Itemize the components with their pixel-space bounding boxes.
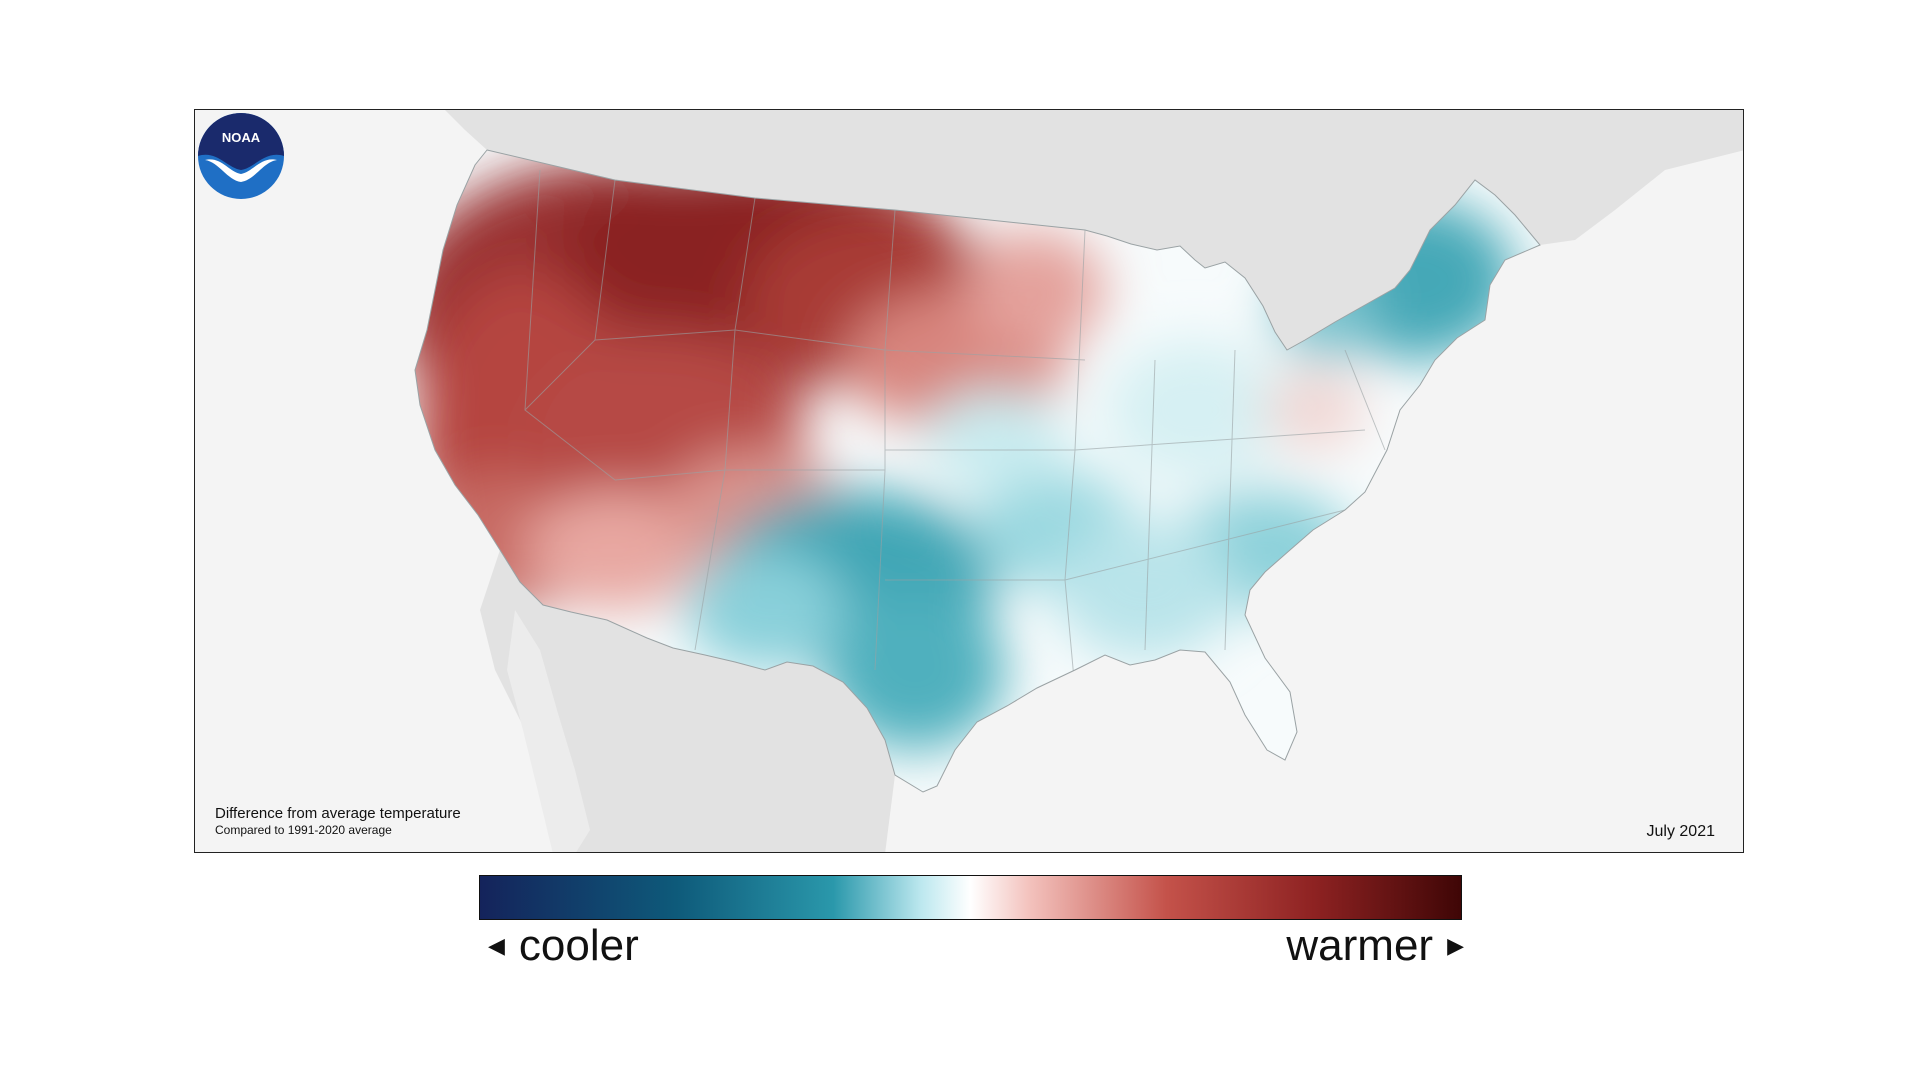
map-date: July 2021 (1646, 823, 1716, 840)
left-arrow-icon: ◀ (488, 933, 505, 958)
temperature-colorbar (479, 875, 1462, 920)
noaa-logo-text: NOAA (222, 130, 261, 145)
warmer-label: warmer (1286, 921, 1434, 970)
legend-warmer: warmer ▶ (1286, 918, 1464, 974)
caption-title: Difference from average temperature (215, 805, 461, 822)
noaa-logo: NOAA (198, 113, 284, 199)
canada-landmass (445, 110, 1743, 350)
state-boundaries (524, 169, 1386, 691)
caption-subtitle: Compared to 1991-2020 average (215, 823, 392, 837)
right-arrow-icon: ▶ (1447, 933, 1464, 958)
legend-cooler: ◀ cooler (488, 918, 639, 974)
baja-peninsula (507, 610, 590, 852)
mexico-landmass (480, 550, 895, 852)
map-canvas (414, 110, 1743, 852)
map-caption: Difference from average temperature Comp… (215, 804, 461, 838)
neighbor-land (445, 110, 1743, 852)
temperature-anomaly-map: Difference from average temperature Comp… (194, 109, 1744, 853)
cooler-label: cooler (518, 921, 639, 970)
colorbar-gradient (480, 876, 1461, 919)
